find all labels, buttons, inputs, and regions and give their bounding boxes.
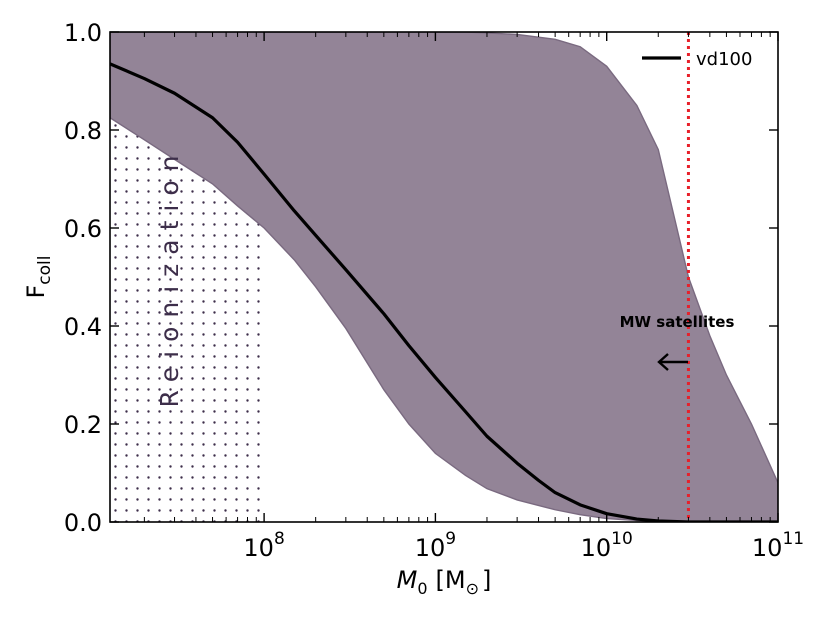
y-tick-label: 0.4 (64, 313, 102, 341)
reionization-label: Reionization (155, 147, 184, 408)
x-tick-label: 1010 (581, 529, 633, 562)
y-tick-label: 0.0 (64, 509, 102, 537)
x-axis-label-unit-close: ] (482, 566, 491, 594)
mw-satellites-arrow (657, 353, 688, 371)
axes-frame (109, 31, 779, 523)
x-axis-label-unit-symbol: ⊙ (466, 579, 479, 598)
mw-satellites-annotation: MW satellites (620, 313, 735, 331)
series-line-vd100 (110, 62, 778, 522)
x-tick-base: 10 (243, 534, 274, 562)
y-axis-label-main: F (22, 285, 50, 299)
x-tick-exponent: 8 (274, 529, 285, 549)
x-tick-label: 109 (415, 529, 456, 562)
x-tick-base: 10 (581, 534, 612, 562)
x-tick-base: 10 (415, 534, 446, 562)
uncertainty-band (110, 32, 778, 522)
x-axis-label-sub: 0 (417, 579, 427, 598)
x-tick-exponent: 11 (782, 529, 804, 549)
x-axis-label-main: M (397, 566, 418, 594)
x-axis-label-unit: [M (436, 566, 466, 594)
y-axis-ticks (110, 31, 778, 523)
x-axis-minor-ticks (143, 32, 771, 522)
y-tick-label: 0.6 (64, 215, 102, 243)
y-tick-label: 0.8 (64, 117, 102, 145)
x-tick-label: 1011 (752, 529, 804, 562)
y-tick-label: 1.0 (64, 19, 102, 47)
x-tick-label: 108 (243, 529, 284, 562)
y-axis-tick-labels: 0.0 0.2 0.4 0.6 0.8 1.0 (64, 19, 102, 537)
y-tick-label: 0.2 (64, 411, 102, 439)
y-axis-label: Fcoll (22, 255, 55, 298)
legend-label-vd100: vd100 (696, 49, 752, 70)
x-tick-base: 10 (752, 534, 783, 562)
x-axis-tick-labels: 108 109 1010 1011 (243, 529, 804, 562)
x-tick-exponent: 9 (445, 529, 456, 549)
y-axis-label-sub: coll (35, 255, 55, 284)
legend: vd100 (642, 49, 752, 70)
x-tick-exponent: 10 (611, 529, 633, 549)
x-axis-label: M0 [M⊙] (397, 566, 492, 598)
x-axis-major-ticks (263, 32, 779, 522)
